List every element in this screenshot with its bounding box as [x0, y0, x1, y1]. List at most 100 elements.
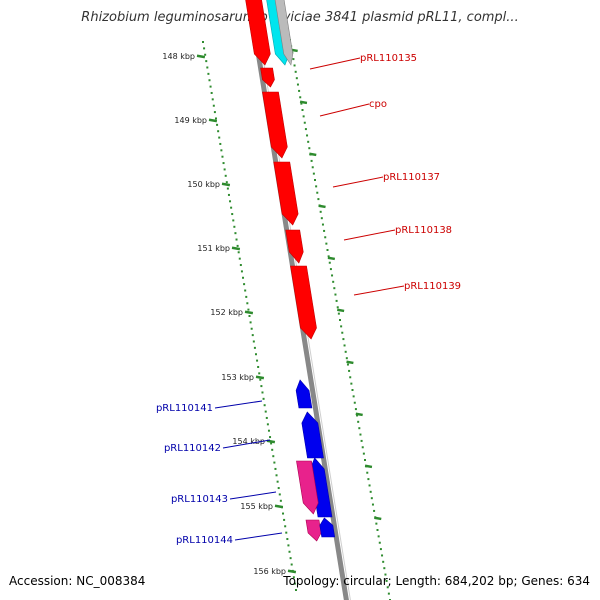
- scale-dot: [339, 319, 341, 321]
- gene-label-pRL110137[interactable]: pRL110137: [383, 172, 440, 183]
- scale-dot: [206, 66, 209, 69]
- scale-dot: [208, 79, 211, 82]
- scale-dot: [274, 467, 277, 470]
- scale-dot: [362, 452, 365, 455]
- scale-dot: [325, 242, 328, 245]
- scale-dot: [226, 187, 229, 190]
- scale-dot: [265, 416, 268, 419]
- scale-dot: [303, 121, 306, 124]
- scale-dot: [383, 567, 386, 570]
- scale-label: 154 kbp: [232, 437, 265, 446]
- scale-dot: [271, 448, 274, 451]
- scale-dot: [209, 85, 212, 88]
- scale-dot: [227, 193, 230, 196]
- scale-dot: [371, 503, 374, 506]
- scale-dot: [361, 446, 364, 449]
- scale-dot: [357, 420, 360, 423]
- scale-dot: [331, 274, 334, 277]
- scale-dot: [302, 115, 305, 118]
- scale-dot: [307, 140, 310, 143]
- scale-dot: [346, 363, 349, 366]
- scale-dot: [386, 586, 389, 589]
- scale-dot: [329, 268, 332, 271]
- gene-label-pRL110144[interactable]: pRL110144: [176, 535, 233, 546]
- scale-dot: [382, 560, 385, 563]
- gene-label-pRL110142[interactable]: pRL110142: [164, 443, 221, 454]
- gene-label-pRL110138[interactable]: pRL110138: [395, 225, 452, 236]
- scale-dot: [326, 249, 329, 251]
- leader-line: [343, 229, 396, 241]
- scale-dot: [373, 509, 376, 512]
- gene-arrow-cpo: [262, 91, 288, 159]
- scale-dot: [377, 535, 380, 538]
- scale-dot: [285, 531, 288, 534]
- scale-dot: [364, 459, 366, 461]
- major-tick: [364, 464, 373, 469]
- scale-dot: [203, 47, 206, 50]
- scale-dot: [349, 376, 352, 379]
- major-tick: [299, 100, 308, 105]
- scale-dot: [258, 372, 261, 375]
- scale-dot: [385, 579, 388, 582]
- scale-dot: [352, 395, 355, 398]
- gene-label-pRL110143[interactable]: pRL110143: [171, 494, 228, 505]
- scale-dot: [354, 408, 357, 411]
- scale-dot: [290, 563, 293, 566]
- scale-dot: [300, 102, 303, 105]
- major-tick: [244, 310, 254, 315]
- scale-dot: [262, 397, 265, 400]
- gene-label-pRL110139[interactable]: pRL110139: [404, 281, 461, 292]
- major-tick: [287, 569, 297, 574]
- gene-label-pRL110135[interactable]: pRL110135: [360, 53, 417, 64]
- scale-dot: [264, 410, 267, 413]
- major-tick: [208, 118, 218, 123]
- scale-dot: [336, 306, 339, 309]
- scale-dot: [337, 312, 340, 315]
- scale-dot: [387, 592, 390, 595]
- scale-dot: [269, 436, 272, 439]
- gene-label-cpo[interactable]: cpo: [369, 99, 387, 110]
- gene-arrow-pRL110142: [301, 411, 324, 459]
- scale-dot: [293, 64, 296, 67]
- scale-dot: [222, 162, 225, 165]
- scale-dot: [212, 104, 215, 107]
- major-tick: [374, 516, 382, 521]
- scale-dot: [375, 522, 378, 525]
- scale-dot: [214, 117, 217, 120]
- scale-dot: [270, 442, 273, 445]
- scale-dot: [333, 287, 336, 290]
- scale-dot: [287, 544, 290, 547]
- scale-dot: [204, 53, 207, 56]
- scale-dot: [210, 91, 213, 94]
- scale-dot: [223, 168, 226, 171]
- gene-arrow-cpo-start: [260, 67, 275, 88]
- scale-dot: [259, 378, 262, 381]
- scale-dot: [353, 401, 356, 404]
- scale-dot: [341, 331, 344, 334]
- scale-dot: [299, 96, 302, 99]
- leader-line: [229, 491, 277, 500]
- scale-dot: [292, 576, 295, 579]
- leader-line: [353, 285, 405, 296]
- scale-dot: [366, 471, 369, 474]
- scale-dot: [237, 251, 240, 254]
- scale-dot: [298, 89, 301, 92]
- gene-arrow-pRL110139: [290, 265, 317, 340]
- gene-labels: pRL110135 cpo pRL110137 pRL110138 pRL110139 p…: [156, 53, 461, 546]
- scale-dot: [283, 518, 286, 521]
- scale-dot: [381, 554, 384, 557]
- scale-dot: [295, 589, 297, 591]
- scale-dot: [263, 404, 266, 407]
- scale-dot: [369, 490, 372, 493]
- scale-dot: [249, 321, 252, 324]
- scale-dot: [282, 512, 285, 515]
- scale-label: 150 kbp: [187, 180, 220, 189]
- scale-dot: [220, 149, 223, 152]
- scale-dot: [254, 353, 257, 356]
- scale-dot: [202, 41, 204, 43]
- major-tick: [346, 360, 354, 365]
- gene-label-pRL110141[interactable]: pRL110141: [156, 403, 213, 414]
- scale-label: 151 kbp: [197, 244, 230, 253]
- scale-dot: [334, 293, 337, 296]
- major-tick: [196, 54, 206, 59]
